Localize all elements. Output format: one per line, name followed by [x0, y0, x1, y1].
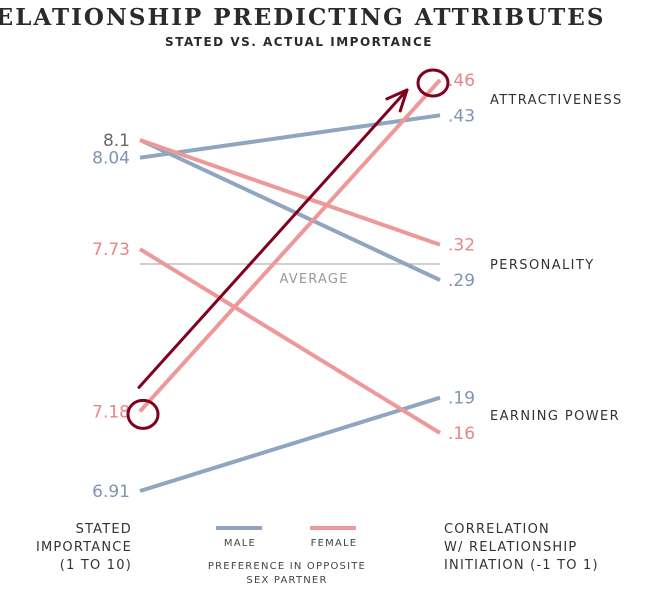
right-axis-label-line-1: CORRELATION [444, 522, 550, 537]
correlation-value-labels: .43 .29 .19 .46 .32 .16 [448, 71, 475, 444]
correlation-label-male-earning-power: .19 [448, 389, 475, 409]
annotation-arrow-shaft [137, 88, 409, 389]
stated-label-female-attractiveness: 7.18 [92, 402, 130, 422]
correlation-label-male-attractiveness: .43 [448, 106, 475, 126]
series-lines [138, 78, 442, 493]
left-axis-label-line-2: IMPORTANCE [36, 540, 132, 555]
correlation-label-female-earning-power: .16 [448, 424, 475, 444]
left-axis-label-line-3: (1 TO 10) [60, 558, 132, 573]
average-label: AVERAGE [279, 272, 348, 287]
series-line-male-earning-power [139, 395, 441, 493]
correlation-label-female-personality: .32 [448, 236, 475, 256]
category-label-personality: PERSONALITY [490, 258, 595, 273]
series-line-female-personality [139, 138, 441, 247]
stated-label-male-attractiveness: 8.04 [92, 149, 130, 169]
correlation-label-male-personality: .29 [448, 271, 475, 291]
series-line-male-attractiveness [139, 113, 441, 160]
stated-label-male-earning-power: 6.91 [92, 482, 130, 502]
annotation-arrow-head [385, 88, 409, 113]
stated-value-labels: 8.048.1 6.91 7.18 7.73 [92, 131, 130, 502]
legend-caption-line-2: SEX PARTNER [246, 575, 327, 586]
right-axis-label-line-2: W/ RELATIONSHIP [444, 540, 577, 555]
annotation-circle-end [416, 68, 450, 98]
left-axis-label-line-1: STATED [76, 522, 132, 537]
right-axis-label-line-3: INITIATION (-1 TO 1) [444, 558, 599, 573]
series-line-male-personality [139, 138, 441, 282]
stated-label-female-earning-power: 7.73 [92, 240, 130, 260]
legend-label-female: FEMALE [311, 538, 358, 549]
series-line-female-earning-power [138, 247, 442, 435]
series-line-female-attractiveness [138, 78, 442, 413]
annotation-arrow [126, 68, 450, 430]
category-label-earning-power: EARNING POWER [490, 409, 620, 424]
annotation-circle-start [126, 398, 160, 430]
correlation-label-female-attractiveness: .46 [448, 71, 475, 91]
legend: MALE FEMALE PREFERENCE IN OPPOSITE SEX P… [208, 526, 366, 586]
stated-label-male-personality: 8.1 [103, 131, 130, 151]
chart-title: RELATIONSHIP PREDICTING ATTRIBUTES [0, 4, 605, 31]
legend-label-male: MALE [224, 538, 256, 549]
category-label-attractiveness: ATTRACTIVENESS [490, 93, 623, 108]
chart-subtitle: STATED VS. ACTUAL IMPORTANCE [165, 35, 433, 49]
legend-caption-line-1: PREFERENCE IN OPPOSITE [208, 561, 366, 572]
